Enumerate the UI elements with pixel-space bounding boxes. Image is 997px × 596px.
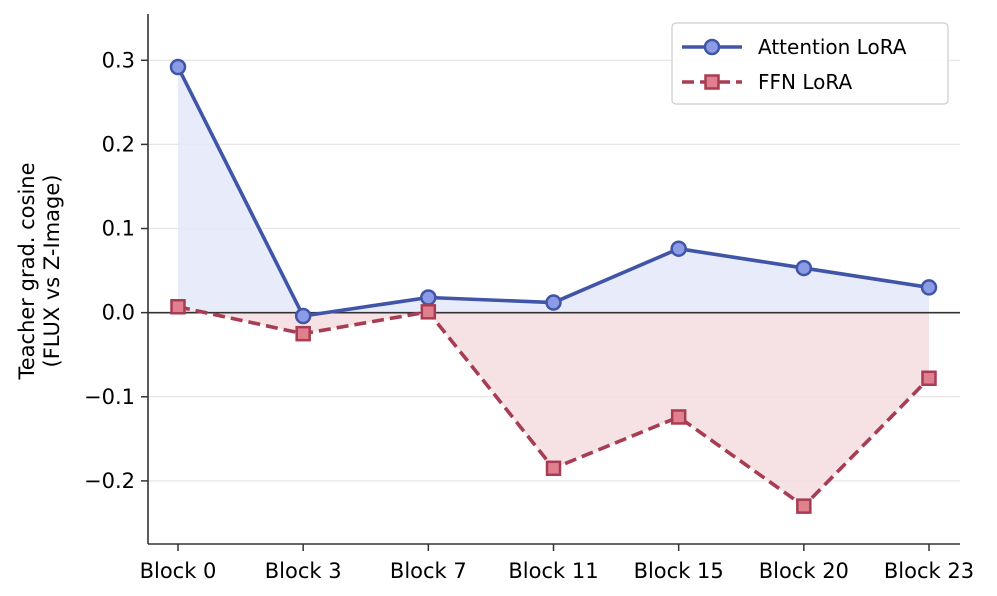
- y-tick-label-2: 0.1: [102, 217, 135, 241]
- point-s1-4: [670, 409, 687, 425]
- point-s0-1: [294, 307, 312, 325]
- legend-items: Attention LoRA FFN LoRA: [682, 35, 907, 94]
- point-s1-0: [170, 299, 186, 315]
- x-tick-label-5: Block 20: [759, 559, 849, 583]
- y-tick-label-0: 0.3: [102, 48, 135, 72]
- point-s1-6: [921, 370, 937, 387]
- x-tick-label-2: Block 7: [390, 559, 467, 583]
- series: [169, 58, 938, 514]
- area-fill-series-0: [178, 67, 929, 317]
- area-fills: [178, 67, 929, 507]
- legend-item-1: FFN LoRA: [682, 70, 852, 94]
- point-s0-4: [670, 240, 687, 257]
- x-tick-label-6: Block 23: [884, 559, 974, 583]
- area-fill-series-1: [178, 306, 929, 507]
- point-s0-6: [920, 279, 938, 296]
- point-s1-1: [295, 325, 311, 342]
- x-tick-label-3: Block 11: [508, 559, 598, 583]
- legend-marker-0: [703, 38, 721, 56]
- y-tick-label-1: 0.2: [102, 132, 135, 156]
- y-axis-title-line2: (FLUX vs Z-Image): [40, 175, 64, 368]
- y-ticks: 0.3 0.2 0.1 0.0 −0.1 −0.2: [84, 48, 148, 493]
- legend: Attention LoRA FFN LoRA: [671, 22, 949, 105]
- point-s0-3: [545, 294, 562, 311]
- x-tick-label-0: Block 0: [140, 559, 217, 583]
- point-s1-5: [796, 498, 812, 514]
- y-tick-label-5: −0.2: [84, 469, 135, 493]
- legend-label-1: FFN LoRA: [758, 70, 852, 94]
- point-s0-2: [420, 289, 437, 306]
- x-tick-label-4: Block 15: [634, 559, 724, 583]
- point-s0-5: [795, 259, 813, 277]
- point-s1-3: [545, 460, 562, 477]
- point-s0-0: [169, 58, 187, 76]
- legend-item-0: Attention LoRA: [682, 35, 907, 59]
- y-tick-label-3: 0.0: [102, 301, 135, 325]
- point-s1-2: [420, 304, 437, 320]
- series-0: [169, 58, 938, 325]
- series-1: [170, 299, 937, 514]
- y-tick-label-4: −0.1: [84, 385, 135, 409]
- x-tick-label-1: Block 3: [265, 559, 342, 583]
- legend-label-0: Attention LoRA: [758, 35, 907, 59]
- y-axis-title-line1: Teacher grad. cosine: [15, 162, 39, 380]
- legend-marker-1: [704, 74, 720, 90]
- x-ticks: Block 0 Block 3 Block 7 Block 11 Block 15 Blo…: [140, 544, 974, 583]
